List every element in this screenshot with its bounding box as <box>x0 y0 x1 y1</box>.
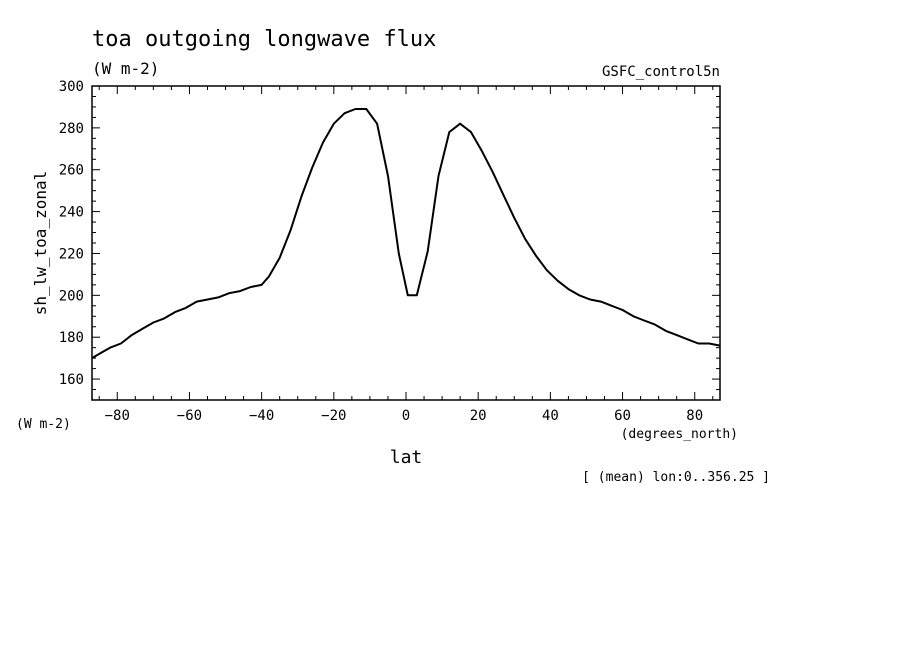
x-tick-label: 40 <box>542 408 559 424</box>
y-tick-label: 260 <box>59 163 84 179</box>
x-tick-label: 80 <box>686 408 703 424</box>
footnote: [ (mean) lon:0..356.25 ] <box>582 470 770 485</box>
y-axis-units: (W m-2) <box>16 417 71 432</box>
y-tick-label: 200 <box>59 288 84 304</box>
y-tick-label: 160 <box>59 372 84 388</box>
series-line <box>91 108 721 359</box>
y-tick-label: 280 <box>59 121 84 137</box>
x-tick-label: −40 <box>249 408 274 424</box>
chart-subtitle: (W m-2) <box>92 59 159 78</box>
x-tick-label: 0 <box>402 408 410 424</box>
x-tick-label: 60 <box>614 408 631 424</box>
y-axis-label: sh_lw_toa_zonal <box>31 171 50 316</box>
x-axis-units: (degrees_north) <box>621 427 738 442</box>
chart-title: toa outgoing longwave flux <box>92 27 436 52</box>
y-axis-ticks: 160 180 200 220 240 260 280 300 <box>59 79 720 391</box>
x-tick-label: −80 <box>105 408 130 424</box>
x-tick-label: −20 <box>321 408 346 424</box>
y-tick-label: 300 <box>59 79 84 95</box>
x-axis-label: lat <box>390 447 423 468</box>
dataset-label: GSFC_control5n <box>602 64 720 80</box>
y-tick-label: 180 <box>59 330 84 346</box>
plot-frame <box>91 85 721 401</box>
y-tick-label: 220 <box>59 246 84 262</box>
x-tick-label: 20 <box>470 408 487 424</box>
x-tick-label: −60 <box>177 408 202 424</box>
x-axis-ticks: −80 −60 −40 −20 0 20 40 60 80 <box>98 86 714 424</box>
y-tick-label: 240 <box>59 205 84 221</box>
